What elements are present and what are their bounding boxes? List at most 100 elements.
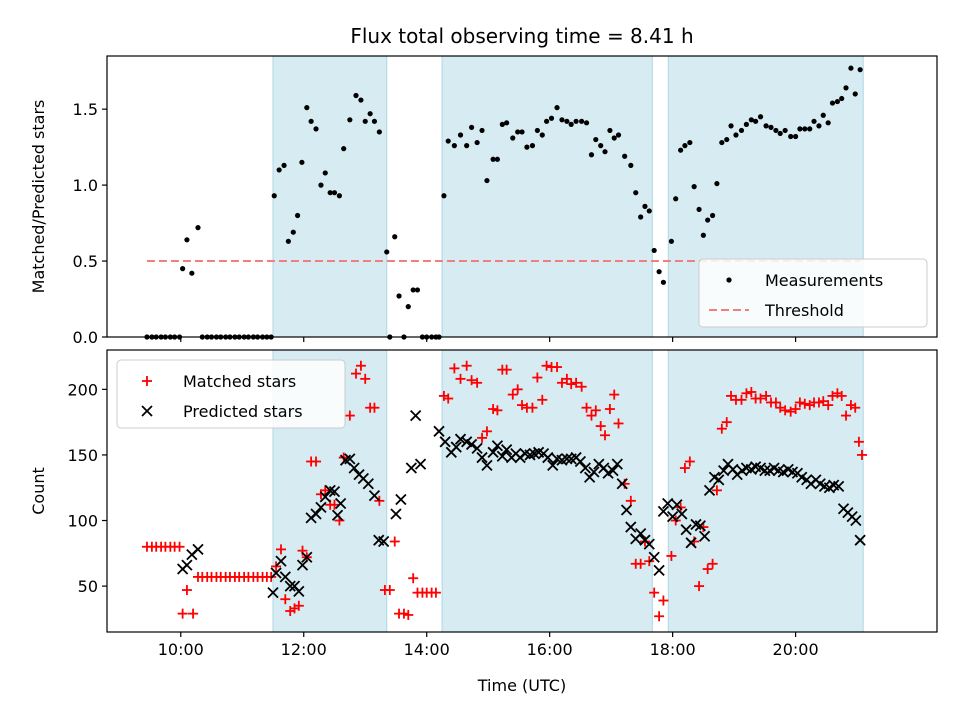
- predicted-stars-point: [405, 462, 417, 474]
- predicted-stars-point: [680, 524, 692, 536]
- predicted-stars-point: [267, 587, 279, 599]
- x-tick-label: 20:00: [773, 640, 819, 659]
- legend-entry-label: Threshold: [764, 301, 844, 320]
- predicted-stars-point: [643, 538, 655, 550]
- legend-box: [116, 359, 346, 429]
- matched-stars-point: [853, 436, 864, 447]
- matched-stars-point: [736, 394, 747, 405]
- measurements-point: [548, 115, 555, 121]
- matched-stars-point: [799, 398, 810, 409]
- measurements-point: [811, 118, 817, 124]
- predicted-stars-point: [666, 510, 679, 523]
- measurements-point: [802, 126, 808, 132]
- predicted-stars-point: [439, 436, 451, 448]
- matched-stars-point: [403, 609, 414, 620]
- legend-marker-swatch: [726, 277, 732, 283]
- measurements-point: [195, 225, 201, 231]
- matched-stars-point: [311, 456, 322, 467]
- predicted-stars-point: [625, 521, 637, 533]
- matched-stars-point: [461, 360, 472, 371]
- matched-stars-point: [813, 397, 824, 408]
- predicted-stars-point: [410, 409, 422, 422]
- x-axis-label: Time (UTC): [477, 676, 566, 695]
- measurements-point: [709, 212, 716, 219]
- measurements-point: [825, 120, 831, 126]
- measurements-point: [504, 120, 510, 126]
- measurements-point: [816, 123, 822, 129]
- matched-stars-point: [666, 550, 677, 561]
- measurements-point: [392, 234, 398, 240]
- matched-stars-point: [566, 379, 577, 390]
- measurements-point: [633, 190, 639, 196]
- matched-stars-point: [512, 384, 523, 395]
- predicted-stars-point: [607, 465, 619, 477]
- matched-stars-point: [527, 402, 538, 413]
- matched-stars-point: [702, 564, 713, 575]
- measurements-point: [673, 196, 679, 202]
- predicted-stars-point: [275, 555, 287, 567]
- predicted-stars-point: [331, 509, 344, 521]
- matched-stars-point: [174, 541, 185, 552]
- predicted-stars-point: [414, 458, 427, 470]
- measurements-point: [834, 98, 841, 105]
- observing-interval-band: [441, 55, 653, 338]
- matched-stars-point: [477, 432, 488, 443]
- matched-stars-point: [472, 377, 483, 388]
- matched-stars-point: [755, 393, 766, 404]
- matched-stars-point: [780, 405, 791, 416]
- measurements-point: [358, 97, 364, 103]
- measurements-point: [474, 139, 480, 146]
- measurements-point: [304, 105, 310, 111]
- matched-stars-point: [443, 393, 454, 404]
- measurements-point: [579, 118, 585, 124]
- predicted-stars-point: [703, 484, 716, 496]
- x-tick-label: 14:00: [404, 640, 450, 659]
- predicted-stars-point: [579, 462, 591, 474]
- y-tick-label: 0.0: [73, 328, 98, 347]
- predicted-stars-point: [620, 504, 633, 516]
- predicted-stars-point: [616, 478, 628, 490]
- predicted-stars-point: [657, 505, 670, 517]
- matched-stars-point: [329, 499, 340, 510]
- matched-stars-point: [384, 585, 395, 596]
- measurements-point: [638, 214, 644, 220]
- measurements-point: [598, 143, 604, 149]
- legend: Matched stars Predicted stars: [116, 359, 346, 429]
- predicted-stars-point: [832, 480, 845, 493]
- predicted-stars-point: [368, 489, 381, 502]
- measurements-point: [479, 127, 485, 134]
- matched-stars-point: [604, 404, 615, 415]
- predicted-stars-point: [296, 559, 309, 571]
- measurements-point: [728, 123, 734, 129]
- measurements-point: [839, 95, 845, 102]
- axes-frame: [106, 349, 938, 633]
- measurements-point: [852, 91, 858, 97]
- measurements-point: [848, 65, 854, 71]
- measurements-point: [318, 182, 324, 188]
- measurements-point: [451, 143, 457, 149]
- predicted-stars-point: [481, 459, 493, 472]
- measurements-point: [510, 135, 516, 141]
- predicted-stars-point: [315, 501, 327, 514]
- predicted-stars-point: [378, 535, 390, 548]
- x-tick-label: 12:00: [281, 640, 327, 659]
- legend-marker-swatch: [142, 376, 152, 386]
- matched-stars-point: [374, 495, 385, 506]
- predicted-stars-point: [547, 459, 559, 472]
- predicted-stars-point: [344, 453, 356, 465]
- bottom-panel: 50 100 150 200 10:00 12:00 14:00 16:00 18:00 20:0…: [29, 349, 938, 695]
- measurements-point: [753, 118, 759, 124]
- measurements-point: [180, 266, 186, 272]
- y-tick-label: 100: [67, 512, 98, 531]
- matched-stars-point: [679, 463, 690, 474]
- y-tick-label: 1.5: [73, 100, 98, 119]
- matched-stars-point: [613, 418, 624, 429]
- measurements-point: [705, 217, 711, 223]
- measurements-point: [331, 190, 338, 196]
- matched-stars-point: [595, 421, 606, 432]
- matched-stars-point: [481, 426, 492, 437]
- predicted-stars-point: [588, 466, 600, 478]
- measurements-point: [660, 279, 667, 285]
- matched-stars-point: [770, 397, 781, 408]
